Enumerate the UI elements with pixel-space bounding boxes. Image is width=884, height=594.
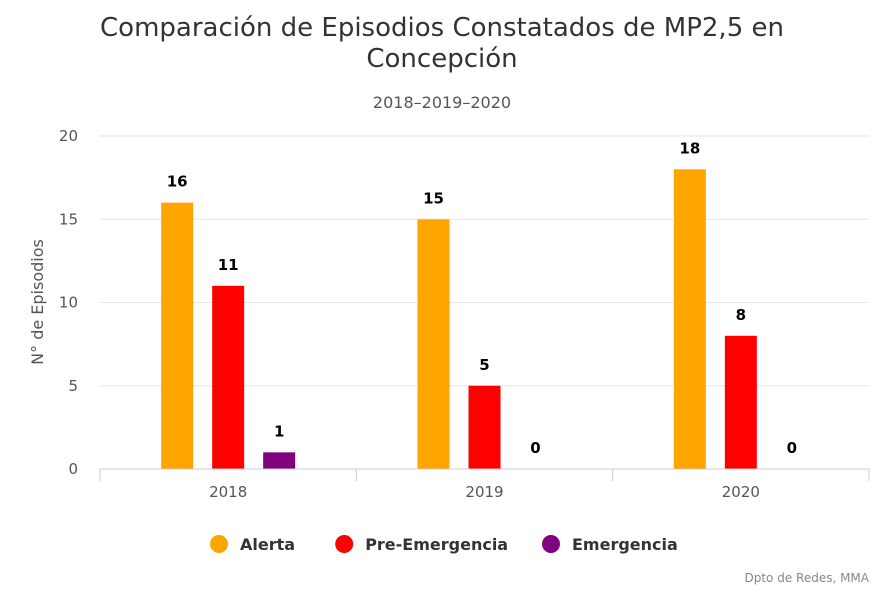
bar [724, 335, 757, 469]
legend-marker [210, 535, 228, 553]
data-label: 0 [787, 439, 797, 457]
data-label: 11 [218, 256, 239, 274]
bars [161, 169, 757, 470]
y-tick-label: 0 [68, 460, 78, 478]
bar [212, 285, 245, 469]
y-tick-label: 20 [59, 127, 78, 145]
data-label: 8 [736, 306, 746, 324]
chart-title-line-1: Comparación de Episodios Constatados de … [100, 13, 784, 43]
x-tick-label: 2018 [209, 483, 247, 501]
y-tick-label: 5 [68, 377, 78, 395]
data-label: 1 [274, 422, 284, 440]
x-tick-label: 2020 [722, 483, 760, 501]
y-tick-label: 10 [59, 294, 78, 312]
y-tick-label: 15 [59, 210, 78, 228]
x-tick-label: 2019 [465, 483, 503, 501]
legend-item[interactable]: Emergencia [542, 535, 678, 554]
y-axis-title: N° de Episodios [28, 239, 47, 365]
legend-label: Alerta [240, 535, 295, 554]
legend-marker [335, 535, 354, 553]
legend-marker [542, 535, 560, 553]
chart-title-line-2: Concepción [366, 44, 517, 74]
data-label: 15 [423, 189, 444, 207]
legend-label: Pre-Emergencia [365, 535, 508, 554]
legend-item[interactable]: Alerta [210, 535, 295, 554]
data-label: 5 [479, 356, 489, 374]
bar [263, 452, 296, 469]
bar [468, 385, 501, 469]
chart-credits: Dpto de Redes, MMA [744, 571, 869, 585]
chart-subtitle: 2018–2019–2020 [373, 93, 511, 112]
data-label: 16 [167, 173, 188, 191]
legend-label: Emergencia [572, 535, 678, 554]
x-axis: 2018 2019 2020 [99, 468, 870, 501]
legend-item[interactable]: Pre-Emergencia [335, 535, 508, 554]
bar [161, 202, 194, 469]
bar [417, 219, 450, 469]
data-label: 18 [679, 139, 700, 157]
bar [673, 169, 706, 470]
y-axis-ticks: 0 5 10 15 20 [59, 127, 78, 478]
data-label: 0 [530, 439, 540, 457]
legend: Alerta Pre-Emergencia Emergencia [210, 535, 678, 554]
